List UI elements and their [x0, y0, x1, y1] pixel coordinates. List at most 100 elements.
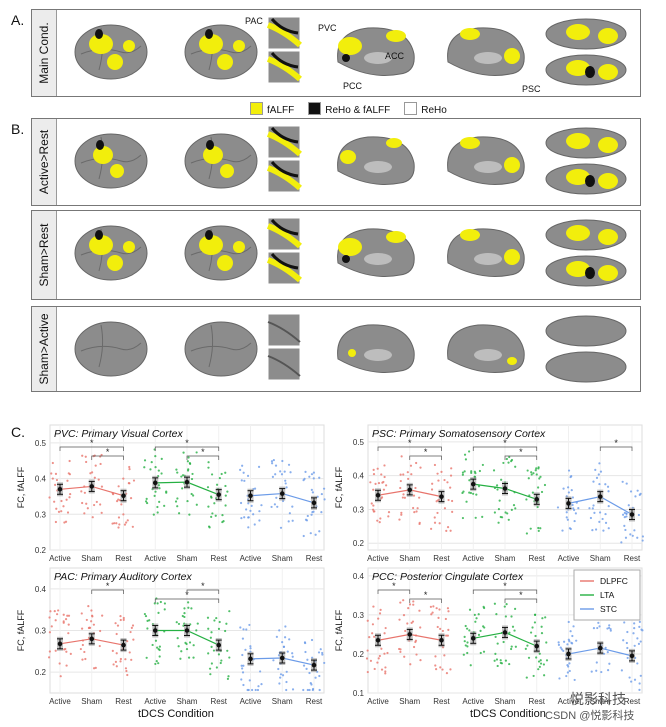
- data-point: [372, 605, 375, 608]
- data-point: [380, 668, 384, 671]
- x-tick-label: Sham: [81, 554, 102, 563]
- data-point: [163, 602, 167, 605]
- data-point: [449, 668, 452, 671]
- data-point: [306, 688, 309, 692]
- data-point: [188, 462, 191, 465]
- mean-marker: [470, 636, 476, 641]
- legend-item: fALFF: [250, 102, 294, 116]
- data-point: [165, 490, 168, 493]
- data-point: [637, 513, 640, 517]
- data-point: [449, 474, 453, 477]
- zoom-overlap: [270, 18, 299, 35]
- row-label: Main Cond.: [32, 10, 57, 96]
- data-point: [311, 491, 314, 494]
- data-point: [314, 533, 317, 536]
- data-point: [225, 622, 228, 625]
- data-point: [242, 664, 245, 667]
- activation-overlap: [585, 175, 595, 187]
- data-point: [242, 683, 245, 687]
- data-point: [604, 646, 607, 650]
- data-point: [461, 491, 464, 495]
- data-point: [372, 472, 376, 476]
- x-tick-label: Active: [49, 697, 71, 706]
- data-point: [445, 672, 449, 675]
- data-point: [371, 508, 375, 511]
- data-point: [144, 500, 148, 503]
- data-point: [241, 653, 244, 657]
- data-point: [415, 510, 418, 513]
- data-point: [620, 669, 623, 672]
- data-point: [181, 474, 185, 477]
- zoom-gyrus: [266, 56, 302, 82]
- data-point: [176, 505, 179, 508]
- data-point: [369, 659, 373, 662]
- legend-label: LTA: [600, 590, 615, 600]
- data-point: [322, 487, 326, 490]
- activation-cluster: [460, 229, 480, 241]
- data-point: [633, 644, 636, 647]
- data-point: [65, 664, 68, 667]
- data-point: [119, 615, 122, 618]
- data-point: [629, 533, 632, 536]
- data-point: [526, 644, 529, 647]
- data-point: [214, 514, 217, 517]
- data-point: [210, 645, 213, 648]
- data-point: [143, 466, 146, 469]
- data-point: [122, 616, 125, 620]
- data-point: [636, 536, 639, 539]
- data-point: [250, 504, 253, 508]
- data-point: [384, 666, 387, 669]
- data-point: [54, 472, 58, 475]
- data-point: [435, 668, 438, 671]
- data-point: [310, 488, 313, 491]
- data-point: [243, 479, 246, 482]
- data-point: [66, 511, 70, 514]
- data-point: [499, 515, 502, 519]
- corpus-callosum: [364, 349, 392, 361]
- activation-cluster: [206, 140, 214, 150]
- significance-star: *: [519, 447, 523, 457]
- data-point: [598, 625, 601, 628]
- data-point: [631, 534, 634, 537]
- corpus-callosum: [364, 253, 392, 265]
- data-point: [84, 657, 87, 661]
- data-point: [625, 641, 628, 645]
- data-point: [240, 678, 243, 681]
- data-point: [601, 517, 604, 521]
- data-point: [94, 464, 97, 467]
- activation-cluster: [338, 37, 362, 55]
- data-point: [447, 628, 450, 631]
- mean-marker: [502, 630, 508, 635]
- corpus-callosum: [364, 52, 392, 64]
- data-point: [117, 516, 121, 519]
- corpus-callosum: [474, 52, 502, 64]
- data-point: [534, 469, 537, 472]
- data-point: [496, 664, 499, 668]
- data-point: [537, 529, 540, 532]
- data-point: [191, 472, 194, 476]
- data-point: [304, 650, 307, 654]
- data-point: [468, 629, 471, 632]
- data-point: [218, 620, 221, 624]
- data-point: [533, 613, 537, 616]
- significance-bracket: [377, 446, 442, 451]
- data-point: [260, 683, 263, 686]
- data-point: [607, 527, 610, 530]
- acc-label: ACC: [385, 51, 405, 61]
- data-point: [320, 492, 323, 496]
- brain-sulcus: [190, 342, 252, 352]
- data-point: [502, 640, 505, 644]
- x-tick-label: Rest: [433, 697, 450, 706]
- data-point: [248, 679, 251, 682]
- data-point: [144, 614, 148, 618]
- data-point: [437, 616, 440, 619]
- data-point: [126, 640, 129, 643]
- data-point: [122, 618, 125, 622]
- significance-bracket: [186, 455, 220, 460]
- data-point: [185, 642, 188, 646]
- data-point: [624, 528, 627, 532]
- data-point: [468, 608, 472, 611]
- data-point: [410, 621, 413, 624]
- data-point: [54, 520, 57, 524]
- data-point: [175, 468, 178, 471]
